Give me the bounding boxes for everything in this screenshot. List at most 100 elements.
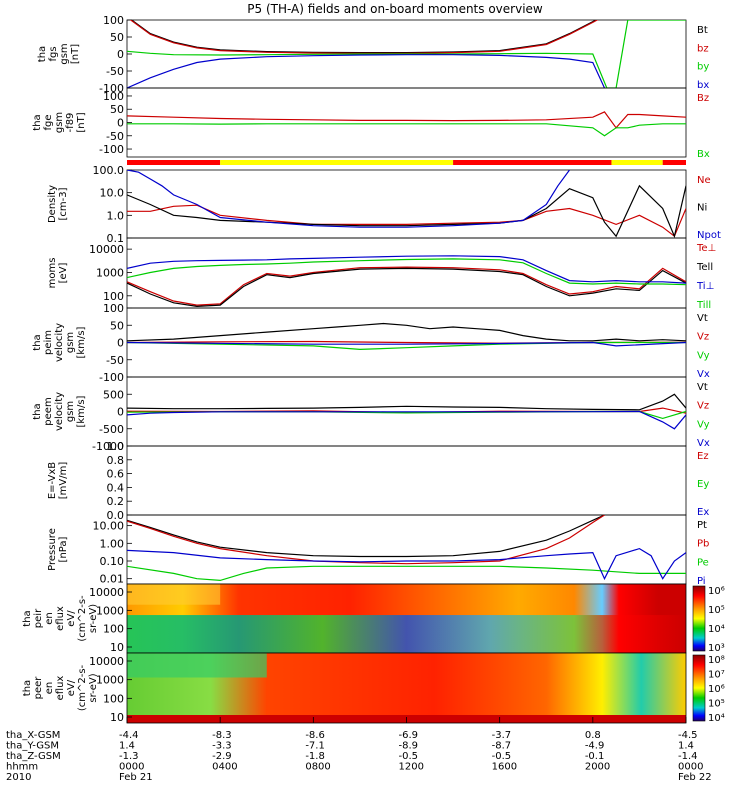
y-tick-label: 100 [103, 14, 124, 27]
x-row-label: tha_Y-GSM [6, 741, 59, 752]
x-tick-label: 0800 [305, 762, 330, 773]
y-tick-label: 100 [103, 692, 124, 705]
series-line-Ti⊥ [127, 255, 686, 284]
legend-entry: Tell [696, 262, 713, 273]
panel-4: 10000 1000 100 moms [eV] Te⊥ Tell Ti⊥ Till [47, 237, 716, 311]
mode-bar-segment [127, 160, 221, 165]
y-tick-label: 50 [110, 31, 124, 44]
x-tick-label: 1.4 [678, 741, 694, 752]
mode-bar-segment [220, 160, 454, 165]
y-axis-label: moms [47, 258, 58, 289]
y-axis-label: [cm-3] [58, 187, 69, 220]
legend-entry: Bz [697, 93, 709, 104]
y-axis-label: sr-eV) [88, 604, 99, 633]
x-tick-label: -3.3 [212, 741, 232, 752]
y-axis-label: gsm [54, 112, 65, 133]
x-row-label: tha_X-GSM [6, 730, 60, 741]
y-axis-label: fgs [48, 46, 59, 61]
y-axis-label: peim [43, 330, 54, 355]
y-axis-label: [eV] [58, 263, 69, 284]
y-axis-label: Pressure [47, 528, 58, 571]
y-tick-label: 10.0 [100, 187, 125, 200]
y-axis-label: eV/ [66, 679, 77, 696]
panel-frame [126, 87, 687, 158]
y-axis-label: [nPa] [58, 536, 69, 562]
x-tick-label: 2000 [585, 762, 610, 773]
y-axis-label: tha [32, 334, 43, 350]
legend-entry: bz [697, 43, 709, 54]
series-line-Bz [127, 111, 686, 129]
colorbar-tick-label: 10⁶ [708, 586, 725, 597]
panel-6: 500 0 -500 -1000 tha peem velocity gsm [km/s] Vt V… [32, 376, 710, 453]
series-line-Te⊥ [127, 266, 686, 306]
colorbar-tick-label: 10⁵ [708, 605, 725, 616]
y-axis-label: [mV/m] [58, 462, 69, 500]
y-tick-label: -100 [99, 371, 124, 384]
y-axis-label: tha [32, 403, 43, 419]
x-tick-label: -0.5 [492, 751, 512, 762]
y-axis-label: fge [43, 114, 54, 130]
y-axis-label: gsm [65, 332, 76, 353]
y-tick-label: 50 [110, 319, 124, 332]
y-tick-label: 500 [103, 388, 124, 401]
x-tick-label: -1.3 [119, 751, 139, 762]
legend-entry: Te⊥ [696, 243, 716, 254]
legend-entry: Ex [697, 507, 709, 518]
y-axis-label: en [44, 612, 55, 625]
y-axis-label: en [44, 682, 55, 695]
x-tick-label: -4.9 [585, 741, 605, 752]
x-tick-label: -1.8 [305, 751, 325, 762]
colorbar [692, 654, 706, 722]
y-tick-label: 0.1 [107, 232, 125, 245]
y-tick-label: 100 [103, 90, 124, 103]
y-tick-label: 1.00 [100, 537, 125, 550]
y-tick-label: 100 [103, 302, 124, 315]
x-tick-label: 1600 [492, 762, 517, 773]
colorbar-tick-label: 10⁴ [708, 624, 725, 635]
y-tick-label: 10000 [89, 586, 124, 599]
legend-entry: Ne [697, 175, 711, 186]
panel-10: 10⁸ 10⁷ 10⁶ 10⁵ 10⁴ 10000 1000 100 10 tha peer en ef… [22, 652, 725, 724]
y-tick-label: -100 [99, 143, 124, 156]
x-tick-label: -7.1 [305, 741, 325, 752]
mode-bar-segment [662, 160, 686, 165]
y-tick-label: 0.0 [107, 509, 125, 522]
y-axis-label: [nT] [70, 44, 81, 64]
y-tick-label: 0.4 [107, 481, 125, 494]
y-axis-label: tha [22, 610, 33, 626]
y-axis-label: (cm^2-s- [77, 664, 88, 711]
x-tick-label: -8.3 [212, 730, 232, 741]
y-axis-label: eflux [55, 606, 66, 631]
panel-frame [126, 445, 687, 516]
y-axis-label: peem [43, 397, 54, 425]
y-tick-label: 0.2 [107, 495, 125, 508]
legend-entry: Vz [697, 332, 709, 343]
mode-bar-segment [453, 160, 612, 165]
y-axis-label: -f89 [65, 113, 76, 133]
legend-entry: Vx [697, 369, 710, 380]
mode-bar [127, 160, 686, 165]
spectrogram-band [127, 584, 221, 605]
x-tick-label: -1.4 [678, 751, 698, 762]
y-tick-label: -500 [99, 423, 124, 436]
y-axis-label: Density [47, 185, 58, 223]
x-tick-label: -4.5 [678, 730, 698, 741]
colorbar-tick-label: 10⁷ [708, 670, 725, 681]
y-axis-label: eflux [55, 676, 66, 701]
legend-entry: Vt [697, 313, 708, 324]
y-tick-label: 10 [110, 641, 124, 654]
y-axis-label: [km/s] [76, 326, 87, 358]
y-tick-label: 0 [117, 48, 124, 61]
y-axis-label: tha [22, 680, 33, 696]
legend-entry: Pe [697, 557, 709, 568]
x-row-label: hhmm [6, 762, 38, 773]
y-tick-label: 0.10 [100, 555, 125, 568]
x-tick-label: 1.4 [119, 741, 135, 752]
series-line-bx [127, 54, 606, 88]
series-line-bz [129, 20, 599, 54]
y-tick-label: -50 [106, 354, 124, 367]
colorbar-tick-label: 10⁸ [708, 655, 725, 666]
legend-entry: Pi [697, 576, 706, 587]
